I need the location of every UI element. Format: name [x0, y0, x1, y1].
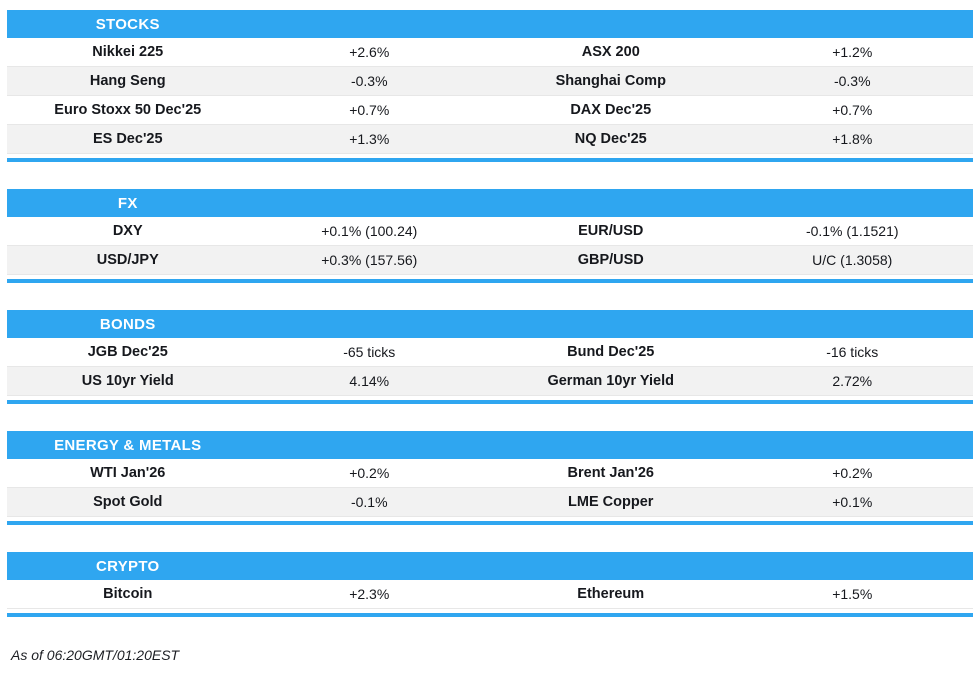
section-header: BONDS	[7, 310, 973, 338]
instrument-name: Bitcoin	[103, 586, 153, 602]
section-rows: DXY +0.1% (100.24) EUR/USD -0.1% (1.1521) US…	[7, 217, 973, 275]
sections-container: STOCKS Nikkei 225 +2.6% ASX 200 +1.2% Hang Se…	[7, 10, 973, 617]
instrument-name: ASX 200	[581, 44, 640, 60]
instrument-name: Brent Jan'26	[567, 465, 654, 481]
section-header: ENERGY & METALS	[7, 431, 973, 459]
instrument-value: -0.1%	[350, 494, 388, 510]
table-row: Nikkei 225 +2.6% ASX 200 +1.2%	[7, 38, 973, 67]
instrument-value: +1.5%	[832, 586, 873, 602]
instrument-value: -0.3%	[350, 73, 388, 89]
instrument-value: +1.8%	[832, 131, 873, 147]
instrument-value: U/C (1.3058)	[812, 252, 893, 268]
table-row: US 10yr Yield 4.14% German 10yr Yield 2.72%	[7, 367, 973, 396]
instrument-value: +0.2%	[832, 465, 873, 481]
section-rows: JGB Dec'25 -65 ticks Bund Dec'25 -16 ticks U…	[7, 338, 973, 396]
instrument-name: GBP/USD	[577, 252, 644, 268]
instrument-name: JGB Dec'25	[87, 344, 168, 360]
instrument-value: 2.72%	[832, 373, 873, 389]
section-header: FX	[7, 189, 973, 217]
section-rows: WTI Jan'26 +0.2% Brent Jan'26 +0.2% Spot Gol…	[7, 459, 973, 517]
instrument-name: Spot Gold	[93, 494, 163, 510]
table-row: DXY +0.1% (100.24) EUR/USD -0.1% (1.1521)	[7, 217, 973, 246]
market-section-stocks: STOCKS Nikkei 225 +2.6% ASX 200 +1.2% Hang Se…	[7, 10, 973, 162]
instrument-name: German 10yr Yield	[547, 373, 675, 389]
section-title: STOCKS	[95, 15, 160, 33]
table-row: WTI Jan'26 +0.2% Brent Jan'26 +0.2%	[7, 459, 973, 488]
table-row: JGB Dec'25 -65 ticks Bund Dec'25 -16 ticks	[7, 338, 973, 367]
instrument-name: EUR/USD	[578, 223, 644, 239]
market-section-fx: FX DXY +0.1% (100.24) EUR/USD -0.1% (1.1521)…	[7, 189, 973, 283]
instrument-name: DXY	[112, 223, 143, 239]
instrument-name: NQ Dec'25	[574, 131, 647, 147]
instrument-name: ES Dec'25	[92, 131, 163, 147]
as-of-timestamp: As of 06:20GMT/01:20EST	[11, 647, 180, 663]
table-row: Spot Gold -0.1% LME Copper +0.1%	[7, 488, 973, 517]
market-section-energy-and-metals: ENERGY & METALS WTI Jan'26 +0.2% Brent Jan'…	[7, 431, 973, 525]
instrument-value: +0.7%	[832, 102, 873, 118]
instrument-value: +2.6%	[349, 44, 390, 60]
instrument-value: -0.1% (1.1521)	[805, 223, 899, 239]
instrument-value: +0.3% (157.56)	[321, 252, 418, 268]
market-section-crypto: CRYPTO Bitcoin +2.3% Ethereum +1.5%	[7, 552, 973, 617]
instrument-value: +2.3%	[349, 586, 390, 602]
section-rows: Bitcoin +2.3% Ethereum +1.5%	[7, 580, 973, 609]
instrument-name: Ethereum	[577, 586, 645, 602]
instrument-name: Nikkei 225	[92, 44, 164, 60]
instrument-value: +1.3%	[349, 131, 390, 147]
instrument-value: -65 ticks	[343, 344, 396, 360]
section-header: STOCKS	[7, 10, 973, 38]
instrument-name: Euro Stoxx 50 Dec'25	[54, 102, 202, 118]
section-header: CRYPTO	[7, 552, 973, 580]
table-row: Bitcoin +2.3% Ethereum +1.5%	[7, 580, 973, 609]
instrument-name: Shanghai Comp	[555, 73, 666, 89]
instrument-value: +1.2%	[832, 44, 873, 60]
table-row: ES Dec'25 +1.3% NQ Dec'25 +1.8%	[7, 125, 973, 154]
section-title: BONDS	[99, 315, 156, 333]
instrument-name: LME Copper	[568, 494, 654, 510]
instrument-value: 4.14%	[349, 373, 390, 389]
instrument-value: -16 ticks	[826, 344, 879, 360]
section-title: CRYPTO	[96, 557, 160, 575]
section-title: ENERGY & METALS	[54, 436, 202, 454]
instrument-name: USD/JPY	[96, 252, 159, 268]
instrument-name: US 10yr Yield	[81, 373, 174, 389]
table-row: Euro Stoxx 50 Dec'25 +0.7% DAX Dec'25 +0.7%	[7, 96, 973, 125]
instrument-value: +0.2%	[349, 465, 390, 481]
instrument-name: WTI Jan'26	[90, 465, 166, 481]
instrument-name: DAX Dec'25	[570, 102, 652, 118]
table-row: USD/JPY +0.3% (157.56) GBP/USD U/C (1.3058)	[7, 246, 973, 275]
section-rows: Nikkei 225 +2.6% ASX 200 +1.2% Hang Seng -0.3…	[7, 38, 973, 154]
instrument-name: Bund Dec'25	[567, 344, 655, 360]
section-title: FX	[117, 194, 138, 212]
instrument-value: +0.1% (100.24)	[321, 223, 418, 239]
instrument-name: Hang Seng	[89, 73, 166, 89]
instrument-value: +0.7%	[349, 102, 390, 118]
instrument-value: -0.3%	[833, 73, 871, 89]
market-section-bonds: BONDS JGB Dec'25 -65 ticks Bund Dec'25 -16 t…	[7, 310, 973, 404]
table-row: Hang Seng -0.3% Shanghai Comp -0.3%	[7, 67, 973, 96]
instrument-value: +0.1%	[832, 494, 873, 510]
